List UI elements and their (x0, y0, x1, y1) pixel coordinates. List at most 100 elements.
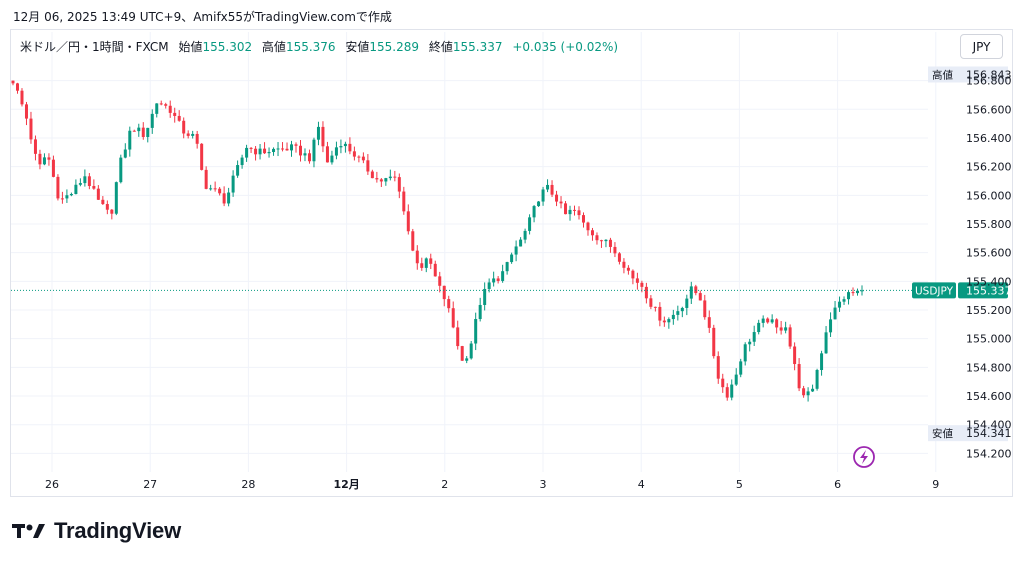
low-value: 155.289 (369, 40, 420, 54)
time-tick-label: 27 (143, 478, 157, 491)
candle (168, 100, 172, 118)
candle (294, 142, 298, 153)
candle-body (132, 130, 136, 132)
candle (146, 127, 150, 143)
candle (568, 205, 572, 221)
candle-body (478, 304, 482, 320)
candle-body (555, 194, 559, 202)
candle (420, 257, 424, 271)
candle-body (420, 263, 424, 268)
candle (267, 147, 271, 158)
price-tick-label: 154.600 (966, 390, 1012, 403)
candle-body (451, 308, 455, 328)
candle (339, 139, 343, 154)
candle (496, 276, 500, 284)
candle-body (195, 133, 199, 144)
candle-body (698, 293, 702, 301)
candle-body (348, 143, 352, 152)
candle-body (775, 319, 779, 328)
candle (608, 237, 612, 253)
candle (492, 271, 496, 287)
candle-body (245, 147, 249, 158)
candle (352, 146, 356, 161)
candle-body (272, 148, 276, 153)
candle-body (209, 188, 213, 190)
candle-body (838, 301, 842, 308)
candle-body (33, 139, 37, 154)
candle-body (559, 201, 563, 204)
candle-body (649, 298, 653, 307)
candle (92, 179, 96, 190)
candle-body (622, 261, 626, 268)
candle (15, 82, 19, 94)
candle-body (514, 246, 518, 255)
candle (132, 129, 136, 132)
candle-body (150, 113, 154, 128)
candle-body (307, 153, 311, 162)
candle (411, 228, 415, 252)
candle-body (626, 267, 630, 271)
candle (258, 143, 262, 160)
candle (276, 142, 280, 157)
candle (761, 315, 765, 328)
candle-body (788, 327, 792, 347)
candle-body (456, 327, 460, 347)
candle (730, 379, 734, 401)
candle-body (29, 118, 33, 140)
candle-body (802, 388, 806, 396)
candle-body (393, 176, 397, 178)
candle-body (707, 317, 711, 328)
candle-body (105, 204, 109, 210)
candle (101, 196, 105, 206)
candle (38, 149, 42, 170)
candle-body (541, 189, 545, 202)
candle-body (429, 258, 433, 264)
last-price-symbol-tag (912, 282, 956, 299)
candle (824, 326, 828, 354)
candle-body (263, 148, 267, 154)
currency-button[interactable]: JPY (960, 34, 1003, 59)
candle (370, 169, 374, 179)
candle-body (815, 369, 819, 389)
candle (653, 306, 657, 312)
candle-body (173, 112, 177, 116)
candle (487, 278, 491, 293)
candle (424, 257, 428, 273)
candle-body (438, 276, 442, 286)
candle-body (375, 178, 379, 180)
candle-body (128, 130, 132, 150)
candle-body (631, 270, 635, 279)
candle-body (227, 192, 231, 204)
candle (622, 258, 626, 274)
chart-frame (10, 29, 1013, 497)
candle (330, 150, 334, 165)
candle-body (550, 184, 554, 195)
candle (770, 314, 774, 324)
candle (626, 265, 630, 275)
candle (164, 102, 168, 109)
candle-body (254, 148, 258, 155)
candle (254, 146, 258, 161)
price-axis: 154.200 154.400 154.600 154.800 155.000 155.2… (966, 75, 1012, 461)
last-price-symbol-label: USDJPY (915, 285, 954, 297)
price-tick-label: 156.200 (966, 161, 1012, 174)
candle-body (842, 299, 846, 302)
chart-overlays: USDJPY 155.337 高値 156.843 安値 154.341 (11, 66, 1012, 468)
symbol-title: 米ドル／円・1時間・FXCM (20, 40, 169, 54)
candle-body (519, 239, 523, 247)
candle-body (694, 286, 698, 294)
candle-body (42, 157, 46, 165)
candle-body (294, 144, 298, 146)
price-tick-label: 156.600 (966, 103, 1012, 116)
candle-body (770, 319, 774, 323)
candle-body (734, 374, 738, 385)
candle (667, 317, 671, 329)
candle (105, 200, 109, 215)
candle (397, 173, 401, 199)
candle-body (65, 195, 69, 199)
candle-body (406, 211, 410, 232)
candle-body (186, 133, 190, 136)
candle-body (388, 176, 392, 179)
candle (227, 187, 231, 207)
